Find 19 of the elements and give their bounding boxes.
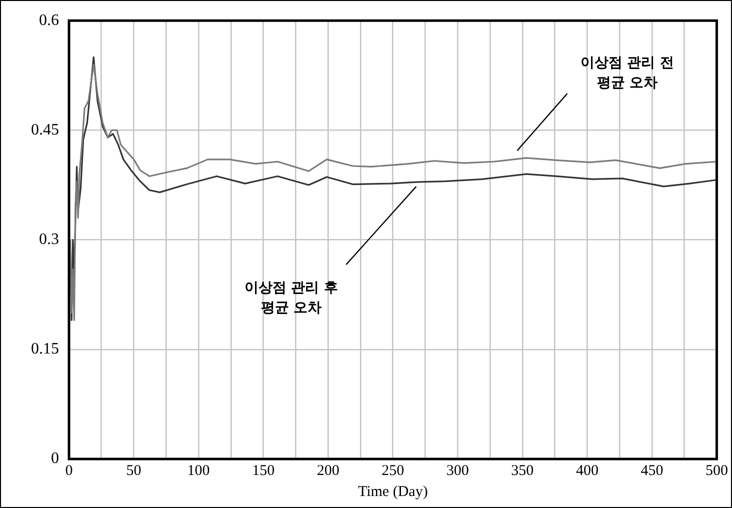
x-tick-label: 500: [706, 462, 728, 479]
x-tick-label: 0: [65, 462, 73, 479]
x-tick-label: 450: [640, 462, 664, 479]
y-tick-label: 0.45: [31, 121, 59, 138]
x-tick-label: 250: [382, 462, 404, 479]
x-tick-label: 200: [316, 462, 340, 479]
y-tick-label: 0: [51, 450, 59, 468]
x-tick-label: 300: [446, 462, 469, 479]
y-tick-label: 0.3: [39, 231, 59, 248]
x-tick-label: 100: [187, 462, 210, 479]
x-tick-label: 350: [511, 462, 534, 479]
x-tick-label: 50: [126, 462, 142, 479]
x-tick-label: 400: [576, 462, 598, 479]
x-axis-title: Time (Day): [358, 484, 428, 500]
y-tick-label: 0.15: [31, 340, 59, 358]
x-tick-label: 150: [252, 462, 275, 479]
annotation: 이상점 관리 후 평균 오차: [244, 280, 338, 316]
y-tick-label: 0.6: [39, 12, 59, 29]
annotation: 이상점 관리 전 평균 오차: [580, 55, 674, 92]
